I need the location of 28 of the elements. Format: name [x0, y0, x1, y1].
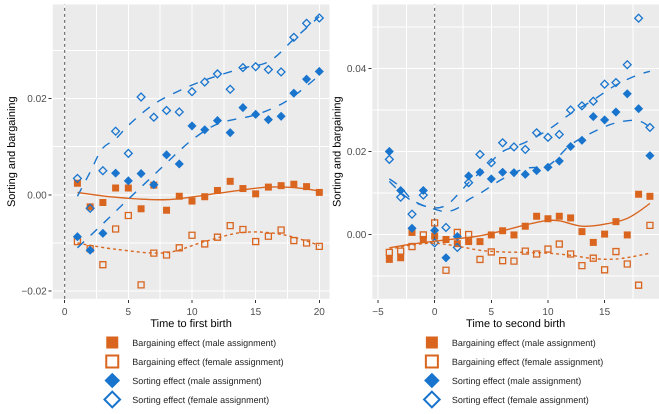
x-axis-title: Time to second birth	[466, 318, 566, 330]
x-tick-label: 20	[314, 306, 326, 318]
y-tick-label: 0.00	[27, 190, 48, 202]
x-tick-label: 10	[186, 306, 198, 318]
y-tick-label: 0.04	[346, 64, 367, 75]
y-tick-label: −0.02	[21, 286, 48, 298]
x-tick-label: 5	[488, 306, 495, 318]
y-axis-title: Sorting and bargaining	[332, 96, 344, 208]
legend-label: Bargaining effect (male assignment)	[452, 338, 596, 348]
x-tick-label: −5	[372, 306, 384, 318]
legend-label: Sorting effect (male assignment)	[132, 376, 262, 386]
legend-label: Sorting effect (female assignment)	[132, 395, 270, 406]
x-tick-label: 5	[126, 306, 132, 318]
legend-label: Bargaining effect (female assignment)	[132, 357, 284, 368]
legend-label: Sorting effect (male assignment)	[452, 376, 582, 386]
y-tick-label: 0.02	[346, 146, 367, 158]
x-tick-label: 0	[62, 306, 68, 318]
y-tick-label: 0.00	[346, 230, 367, 242]
legend-label: Bargaining effect (male assignment)	[132, 338, 276, 348]
x-axis-title: Time to first birth	[150, 318, 232, 330]
legend-label: Bargaining effect (female assignment)	[452, 357, 604, 368]
x-tick-label: 10	[542, 306, 554, 318]
x-tick-label: 15	[250, 306, 262, 318]
y-axis-title: Sorting and bargaining	[6, 96, 18, 208]
x-tick-label: 15	[599, 306, 611, 318]
y-tick-label: 0.02	[27, 94, 48, 105]
x-tick-label: 0	[432, 306, 438, 318]
legend-label: Sorting effect (female assignment)	[452, 395, 589, 406]
